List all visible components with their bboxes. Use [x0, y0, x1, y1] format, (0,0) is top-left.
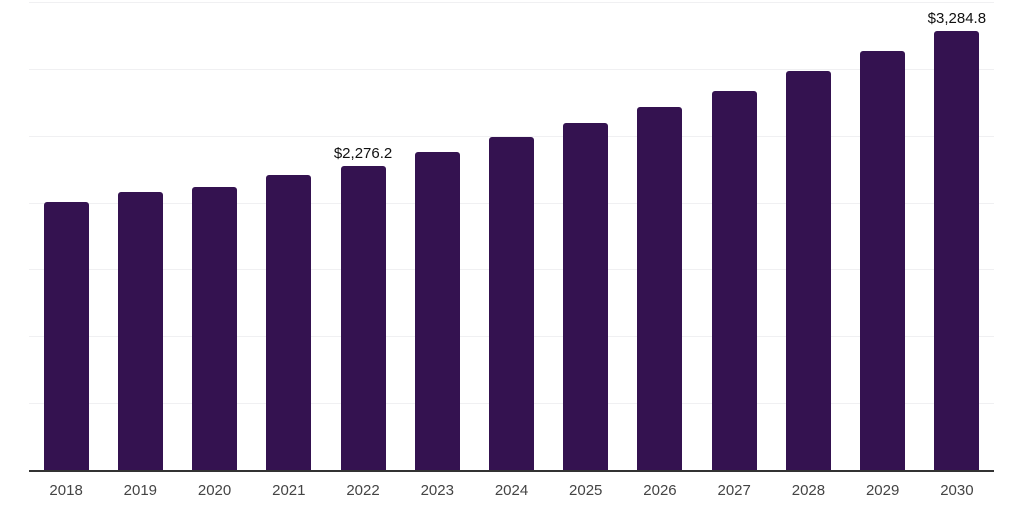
x-tick-2021: 2021: [272, 482, 306, 499]
bar-2020: [192, 187, 238, 470]
bar-2023: [414, 151, 460, 470]
x-tick-2026: 2026: [643, 482, 677, 499]
bar-2022: [340, 165, 386, 470]
data-label-2030: $3,284.8: [927, 9, 987, 27]
x-tick-2023: 2023: [420, 482, 454, 499]
data-label-2022: $2,276.2: [333, 144, 393, 162]
bar-2025: [563, 123, 609, 470]
bar-2018: [43, 201, 89, 470]
x-tick-2025: 2025: [569, 482, 603, 499]
bar-2021: [266, 175, 312, 470]
bar-2029: [860, 50, 906, 470]
bar-2030: [934, 30, 980, 470]
plot-area: $2,276.2 $3,284.8: [29, 2, 994, 472]
x-tick-2024: 2024: [494, 482, 529, 499]
bar-2026: [637, 107, 683, 470]
x-tick-2030: 2030: [940, 482, 974, 499]
x-tick-2022: 2022: [346, 482, 380, 499]
gridline-3500: [29, 2, 994, 3]
x-axis-tick-row: 2018 2019 2020 2021 2022 2023 2024 2025 2026 2027…: [0, 483, 1024, 503]
x-tick-2027: 2027: [717, 482, 751, 499]
x-tick-2029: 2029: [865, 482, 900, 499]
x-tick-2019: 2019: [123, 482, 158, 499]
x-tick-2028: 2028: [791, 482, 826, 499]
x-tick-2018: 2018: [49, 482, 83, 499]
bar-2019: [117, 191, 163, 470]
bar-2028: [785, 71, 831, 470]
gridline-2500: [29, 135, 994, 137]
x-tick-2020: 2020: [197, 482, 232, 499]
bar-2027: [711, 90, 757, 470]
gridline-3000: [29, 68, 994, 70]
bar-2024: [489, 137, 534, 470]
